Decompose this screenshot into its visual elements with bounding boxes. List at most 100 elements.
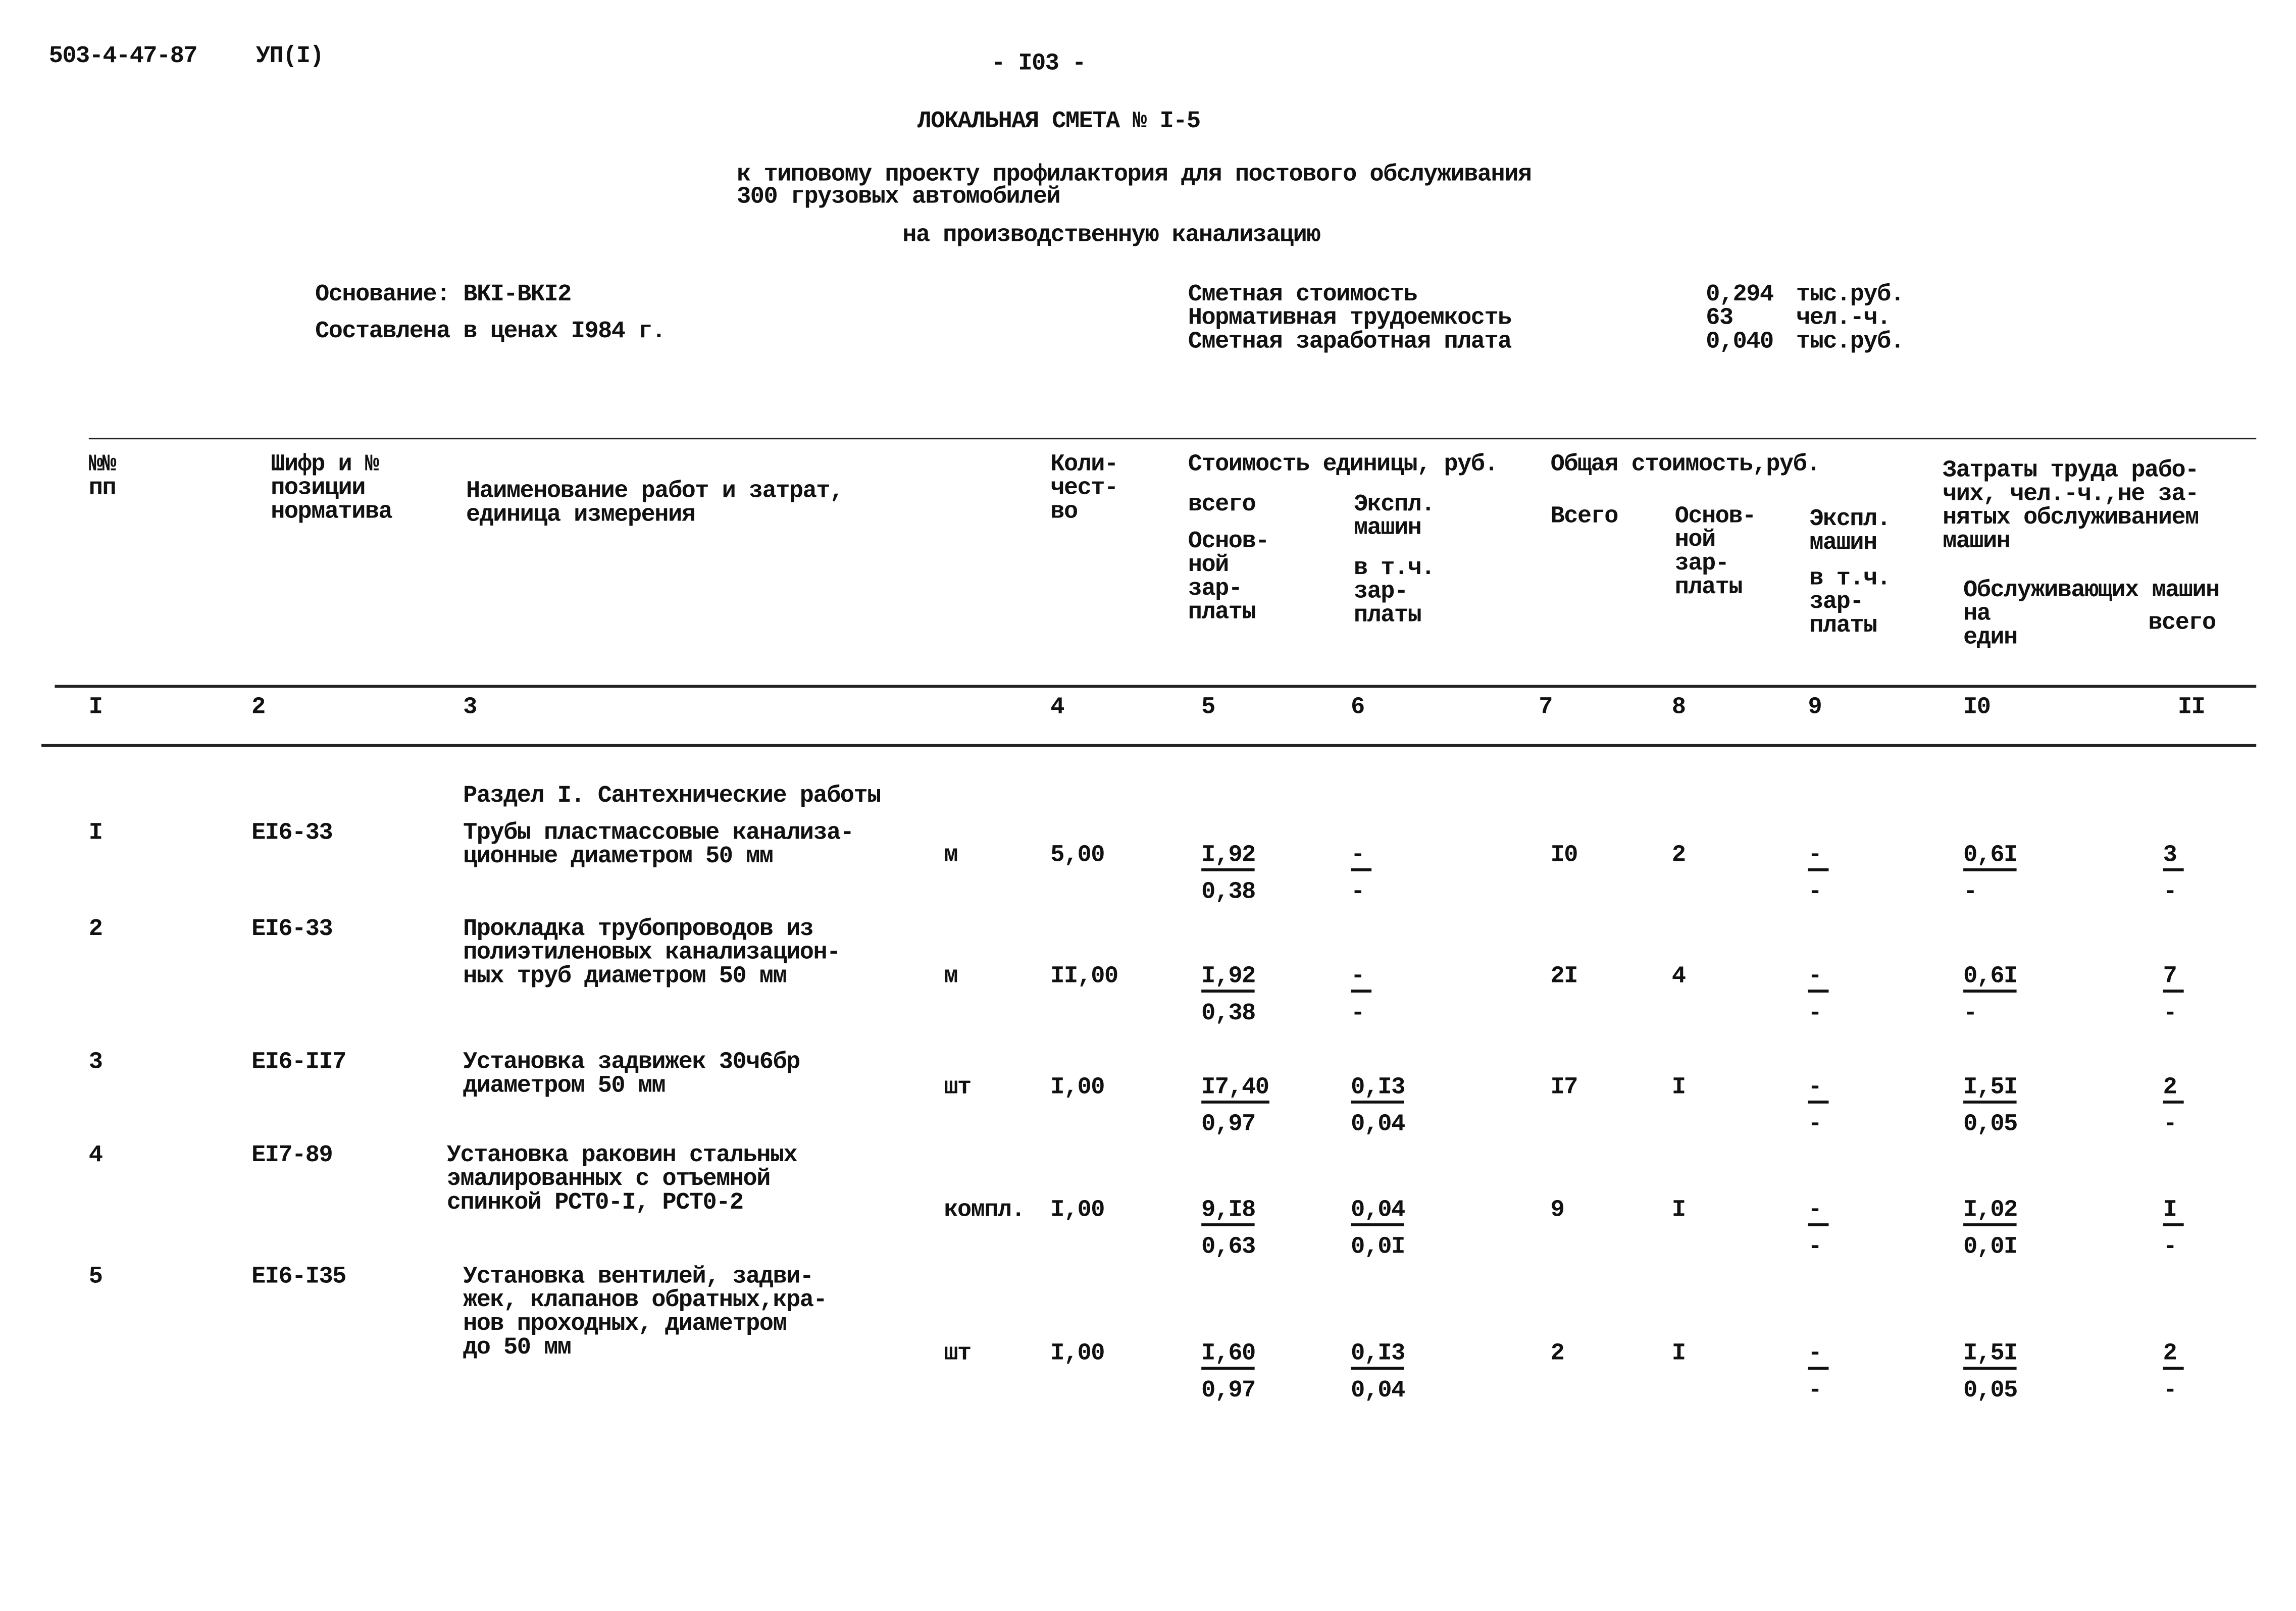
fraction-top: I,92: [1201, 843, 1256, 871]
fraction-bottom: -: [1963, 878, 1977, 906]
col-header-5: всего: [1188, 491, 1256, 518]
summary-unit: тыс.руб.: [1796, 328, 1905, 355]
total-wages: I: [1671, 1340, 1686, 1367]
total-wages: 2: [1671, 842, 1686, 868]
fraction-bottom: -: [2163, 878, 2177, 906]
unit-cost-total: I7,40 0,97: [1201, 1075, 1269, 1138]
section-title: Раздел I. Сантехнические работы: [463, 782, 881, 809]
row-code: EI6-II7: [251, 1049, 346, 1076]
album: УП(I): [256, 42, 324, 70]
fraction-bottom: 0,97: [1201, 1377, 1256, 1404]
fraction-top: -: [1351, 964, 1372, 993]
row-unit: шт: [944, 1340, 972, 1367]
unit-cost-machines: 0,I3 0,04: [1351, 1342, 1405, 1402]
fraction-top: I: [2163, 1198, 2184, 1226]
total-machines: --: [1808, 1342, 1829, 1404]
fraction-top: -: [1351, 843, 1372, 871]
column-number: II: [2177, 694, 2206, 720]
row-qty: I,00: [1050, 1197, 1105, 1224]
row-qty: I,00: [1050, 1340, 1105, 1367]
total-cost: I0: [1550, 842, 1578, 868]
row-code: EI6-33: [251, 915, 333, 943]
summary-unit: чел.-ч.: [1796, 304, 1891, 332]
column-number: 8: [1671, 694, 1686, 720]
fraction-bottom: -: [2163, 1000, 2177, 1027]
fraction-top: 0,6I: [1963, 964, 2018, 993]
summary-label: Сметная стоимость: [1188, 281, 1418, 308]
doc-code: 503-4-47-87: [48, 42, 198, 70]
col-header-8: Основ- ной зар- платы: [1674, 503, 1756, 601]
total-cost: 9: [1550, 1197, 1565, 1224]
fraction-bottom: -: [1808, 1000, 1822, 1027]
fraction-top: -: [1808, 843, 1829, 871]
fraction-top: 0,I3: [1351, 1075, 1405, 1104]
col-header-6: Экспл. машин: [1353, 491, 1435, 542]
row-name: Установка задвижек 30ч6бр диаметром 50 м…: [463, 1049, 800, 1099]
unit-cost-total: I,92 0,38: [1201, 843, 1256, 906]
unit-cost-machines: --: [1351, 843, 1372, 904]
col-header-3: Наименование работ и затрат, единица изм…: [466, 478, 844, 529]
fraction-top: -: [1808, 1075, 1829, 1104]
col-header-10: Обслуживающих машин на един: [1963, 577, 2220, 651]
column-number: I0: [1963, 694, 1991, 720]
fraction-bottom: -: [1808, 878, 1822, 906]
row-unit: шт: [944, 1074, 972, 1101]
subtitle-line-1: к типовому проекту профилактория для пос…: [737, 161, 1532, 188]
labor-header: Затраты труда рабо- чих, чел.-ч.,не за- …: [1943, 457, 2199, 555]
fraction-bottom: 0,97: [1201, 1111, 1256, 1138]
fraction-top: -: [1808, 1198, 1829, 1226]
fraction-top: -: [1808, 1342, 1829, 1370]
column-number: 3: [463, 694, 477, 720]
total-machines: --: [1808, 1075, 1829, 1136]
fraction-bottom: 0,63: [1201, 1233, 1256, 1261]
row-unit: м: [944, 963, 958, 990]
row-unit: компл.: [944, 1197, 1025, 1224]
row-code: EI6-I35: [251, 1263, 346, 1290]
summary-value: 0,294: [1706, 281, 1774, 308]
fraction-bottom: 0,04: [1351, 1111, 1405, 1138]
col-header-7: Всего: [1550, 503, 1619, 530]
labor-total: 2-: [2163, 1342, 2184, 1402]
column-number: 7: [1539, 694, 1553, 720]
fraction-top: I,60: [1201, 1342, 1256, 1370]
labor-per-unit: I,02 0,0I: [1963, 1198, 2018, 1259]
total-cost: 2I: [1550, 963, 1578, 990]
labor-total: I-: [2163, 1198, 2184, 1259]
fraction-top: I7,40: [1201, 1075, 1269, 1104]
fraction-top: 9,I8: [1201, 1198, 1256, 1226]
column-number: 2: [251, 694, 266, 720]
total-wages: I: [1671, 1074, 1686, 1101]
row-number: 4: [88, 1141, 103, 1169]
fraction-bottom: -: [1808, 1377, 1822, 1404]
summary-unit: тыс.руб.: [1796, 281, 1905, 308]
row-number: I: [88, 819, 103, 846]
total-cost: I7: [1550, 1074, 1578, 1101]
unit-cost-machines: 0,I3 0,04: [1351, 1075, 1405, 1136]
fraction-bottom: 0,38: [1201, 878, 1256, 906]
page-number: - I03 -: [991, 50, 1086, 77]
fraction-bottom: -: [2163, 1377, 2177, 1404]
unit-cost-machines: --: [1351, 964, 1372, 1025]
fraction-bottom: -: [1808, 1233, 1822, 1261]
col-header-6b: в т.ч. зар- платы: [1353, 554, 1435, 629]
row-qty: II,00: [1050, 963, 1118, 990]
fraction-bottom: 0,05: [1963, 1377, 2018, 1404]
unit-cost-total: 9,I8 0,63: [1201, 1198, 1256, 1261]
fraction-bottom: -: [1963, 1000, 1977, 1027]
fraction-top: 7: [2163, 964, 2184, 993]
labor-per-unit: 0,6I -: [1963, 843, 2018, 906]
row-name: Установка раковин стальных эмалированных…: [446, 1141, 798, 1216]
column-number: 6: [1351, 694, 1365, 720]
fraction-top: 0,04: [1351, 1198, 1405, 1226]
row-qty: 5,00: [1050, 842, 1105, 868]
fraction-top: 2: [2163, 1342, 2184, 1370]
fraction-bottom: -: [2163, 1111, 2177, 1138]
total-machines: --: [1808, 964, 1829, 1027]
row-number: 3: [88, 1049, 103, 1076]
col-header-5b: Основ- ной зар- платы: [1188, 528, 1269, 626]
summary-label: Нормативная трудоемкость: [1188, 304, 1512, 332]
fraction-bottom: 0,05: [1963, 1111, 2018, 1138]
fraction-top: 3: [2163, 843, 2184, 871]
fraction-top: 0,I3: [1351, 1342, 1405, 1370]
fraction-top: I,5I: [1963, 1342, 2018, 1370]
